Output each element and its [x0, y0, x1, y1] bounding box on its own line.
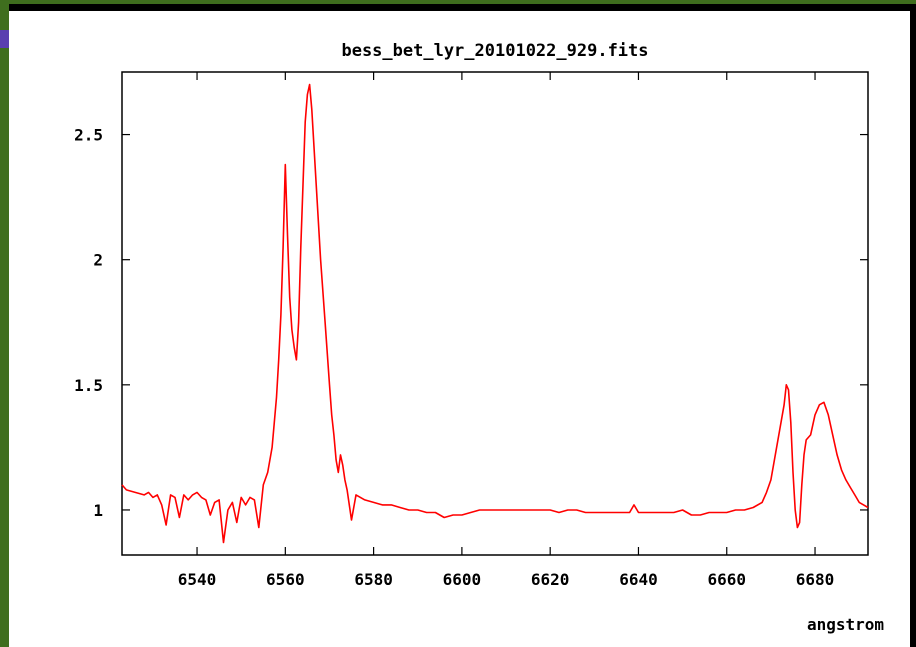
plot-area-frame [121, 71, 869, 556]
x-tick-label: 6680 [796, 570, 835, 589]
x-tick-label: 6620 [531, 570, 570, 589]
window-corner-badge [0, 30, 9, 48]
window-top-border [0, 0, 916, 4]
y-tick-label: 2 [93, 251, 103, 270]
x-tick-label: 6540 [178, 570, 217, 589]
y-tick-label: 2.5 [74, 126, 103, 145]
x-axis: 6540 6560 6580 6600 6620 6640 6660 6680 [178, 72, 835, 589]
x-tick-label: 6600 [443, 570, 482, 589]
y-tick-label: 1 [93, 501, 103, 520]
x-axis-label: angstrom [807, 615, 884, 634]
y-axis: 1 1.5 2 2.5 [74, 126, 868, 520]
x-tick-label: 6580 [354, 570, 393, 589]
window-left-border [0, 0, 9, 647]
chart-canvas [9, 11, 910, 647]
x-tick-label: 6640 [619, 570, 658, 589]
series-line-spectrum [121, 83, 869, 544]
x-tick-label: 6560 [266, 570, 305, 589]
x-tick-label: 6660 [707, 570, 746, 589]
y-tick-label: 1.5 [74, 376, 103, 395]
chart-title: bess_bet_lyr_20101022_929.fits [341, 41, 648, 61]
